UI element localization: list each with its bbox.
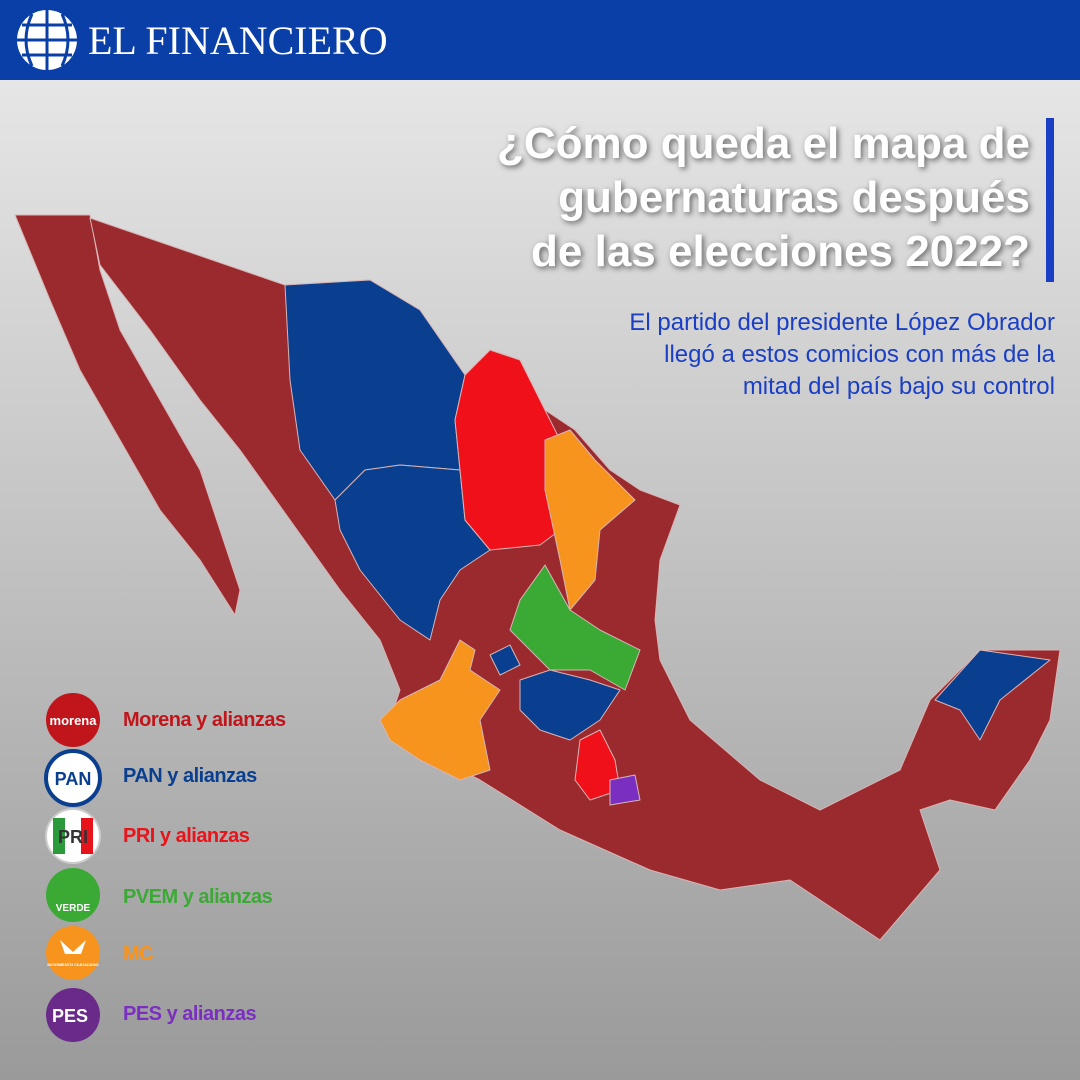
subtitle-line: llegó a estos comicios con más de la bbox=[664, 341, 1056, 368]
legend-label: PVEM y alianzas bbox=[123, 886, 273, 908]
logo-globe bbox=[17, 10, 77, 70]
subtitle-line: El partido del presidente López Obrador bbox=[629, 309, 1055, 336]
legend-label: Morena y alianzas bbox=[123, 709, 286, 731]
title-line: gubernaturas después bbox=[558, 173, 1030, 222]
brand: EL FINANCIERO bbox=[88, 18, 388, 63]
legend-label: MC bbox=[123, 943, 153, 965]
state bbox=[934, 649, 1051, 741]
legend-logo bbox=[46, 988, 100, 1042]
logo-text: morena bbox=[50, 713, 98, 728]
state bbox=[544, 429, 636, 611]
map bbox=[14, 214, 1061, 941]
state bbox=[379, 639, 501, 781]
legend-logo bbox=[44, 749, 102, 807]
state bbox=[334, 464, 491, 641]
legend: morena Morena y alianzas PAN PAN y alian… bbox=[44, 693, 287, 1042]
state bbox=[609, 774, 641, 806]
title-line: ¿Cómo queda el mapa de bbox=[497, 119, 1030, 168]
legend-label: PES y alianzas bbox=[123, 1003, 256, 1025]
logo-text: PES bbox=[52, 1006, 88, 1026]
legend-logo bbox=[46, 693, 100, 747]
legend-label: PRI y alianzas bbox=[123, 825, 250, 847]
logo-text: MOVIMIENTO CIUDADANO bbox=[47, 962, 98, 967]
title-line: de las elecciones 2022? bbox=[531, 227, 1030, 276]
legend-label: PAN y alianzas bbox=[123, 765, 257, 787]
baja-california bbox=[14, 214, 241, 616]
logo-text: PRI bbox=[58, 827, 88, 847]
state bbox=[489, 644, 521, 676]
state bbox=[509, 564, 641, 691]
state bbox=[519, 669, 621, 741]
header-bar bbox=[0, 0, 1080, 80]
subtitle-line: mitad del país bajo su control bbox=[743, 373, 1055, 400]
legend-logo bbox=[46, 868, 100, 922]
logo-text: VERDE bbox=[56, 903, 91, 914]
title-accent bbox=[1046, 118, 1054, 282]
logo-text: PAN bbox=[55, 769, 92, 789]
